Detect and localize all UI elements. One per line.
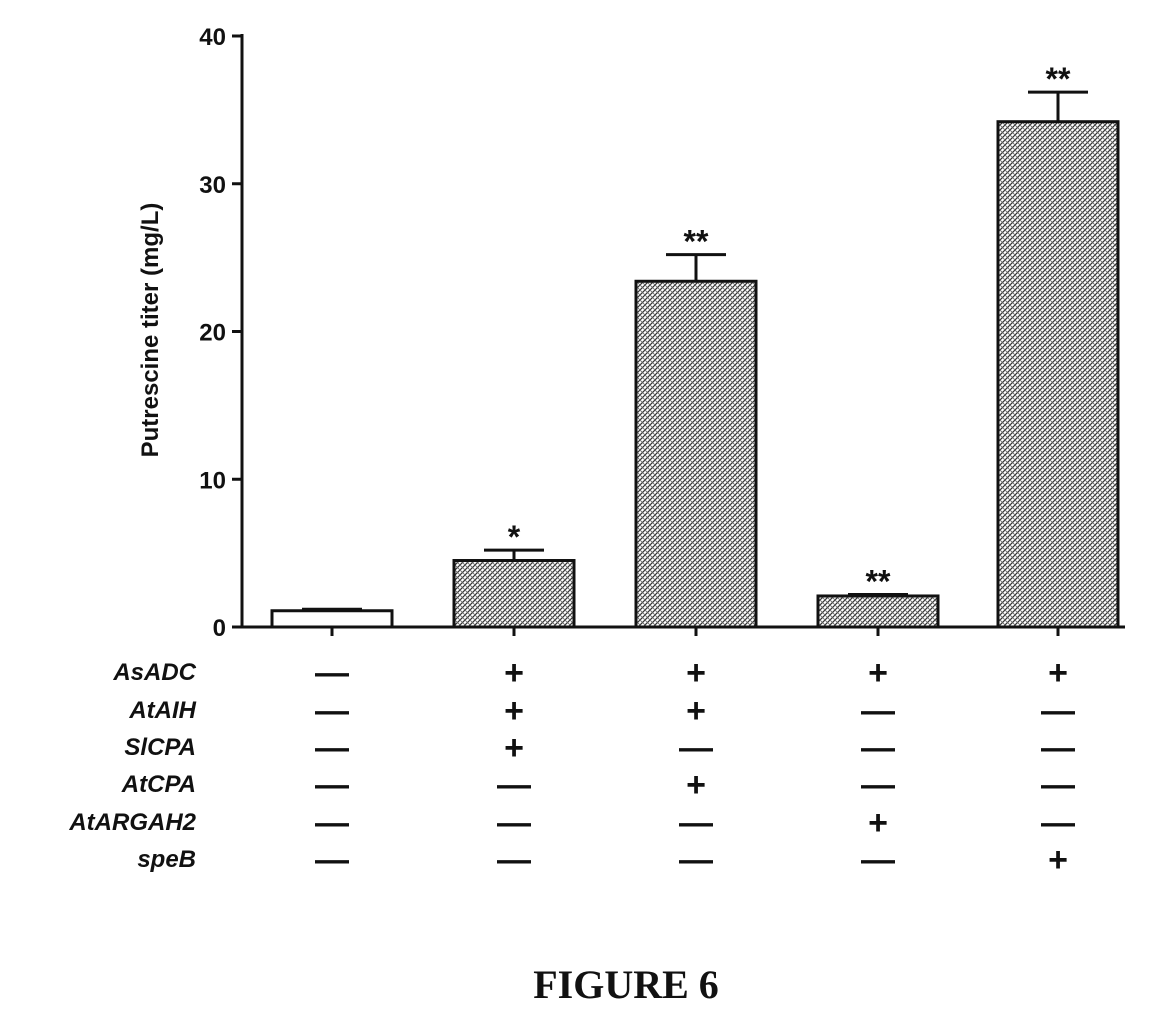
minus-mark: — bbox=[497, 804, 531, 842]
minus-mark: — bbox=[315, 654, 349, 692]
plus-mark: + bbox=[868, 804, 888, 842]
gene-label: AsADC bbox=[112, 659, 196, 686]
minus-mark: — bbox=[679, 804, 713, 842]
plus-mark: + bbox=[1048, 841, 1068, 879]
y-tick-label: 40 bbox=[199, 24, 226, 51]
bar bbox=[636, 281, 756, 627]
minus-mark: — bbox=[1041, 804, 1075, 842]
significance-label: ** bbox=[684, 224, 709, 260]
bar bbox=[818, 596, 938, 627]
bars: ******* bbox=[272, 61, 1118, 627]
minus-mark: — bbox=[315, 729, 349, 767]
bar bbox=[998, 122, 1118, 627]
minus-mark: — bbox=[315, 692, 349, 730]
plus-mark: + bbox=[686, 766, 706, 804]
minus-mark: — bbox=[1041, 692, 1075, 730]
y-axis-label: Putrescine titer (mg/L) bbox=[137, 203, 164, 458]
minus-mark: — bbox=[861, 841, 895, 879]
y-tick-label: 30 bbox=[199, 172, 226, 199]
minus-mark: — bbox=[1041, 729, 1075, 767]
plus-mark: + bbox=[868, 654, 888, 692]
significance-label: ** bbox=[866, 563, 891, 599]
significance-label: ** bbox=[1046, 61, 1071, 97]
minus-mark: — bbox=[497, 766, 531, 804]
plus-mark: + bbox=[504, 654, 524, 692]
gene-label: speB bbox=[137, 846, 196, 873]
y-tick-label: 10 bbox=[199, 467, 226, 494]
genotype-table: AsADC—++++AtAIH—++——SlCPA—+———AtCPA——+——… bbox=[68, 654, 1075, 879]
minus-mark: — bbox=[861, 766, 895, 804]
plus-mark: + bbox=[686, 692, 706, 730]
y-tick-label: 20 bbox=[199, 320, 226, 347]
minus-mark: — bbox=[315, 841, 349, 879]
figure-caption: FIGURE 6 bbox=[533, 962, 719, 1007]
bar bbox=[454, 561, 574, 627]
y-tick-label: 0 bbox=[213, 615, 226, 642]
plus-mark: + bbox=[1048, 654, 1068, 692]
gene-label: AtARGAH2 bbox=[68, 809, 196, 836]
minus-mark: — bbox=[315, 804, 349, 842]
minus-mark: — bbox=[679, 841, 713, 879]
significance-label: * bbox=[508, 519, 521, 555]
plus-mark: + bbox=[686, 654, 706, 692]
gene-label: AtCPA bbox=[121, 771, 196, 798]
minus-mark: — bbox=[679, 729, 713, 767]
minus-mark: — bbox=[315, 766, 349, 804]
plus-mark: + bbox=[504, 729, 524, 767]
plus-mark: + bbox=[504, 692, 524, 730]
minus-mark: — bbox=[861, 692, 895, 730]
minus-mark: — bbox=[497, 841, 531, 879]
gene-label: AtAIH bbox=[128, 697, 196, 724]
gene-label: SlCPA bbox=[124, 734, 196, 761]
minus-mark: — bbox=[1041, 766, 1075, 804]
minus-mark: — bbox=[861, 729, 895, 767]
bar bbox=[272, 611, 392, 627]
